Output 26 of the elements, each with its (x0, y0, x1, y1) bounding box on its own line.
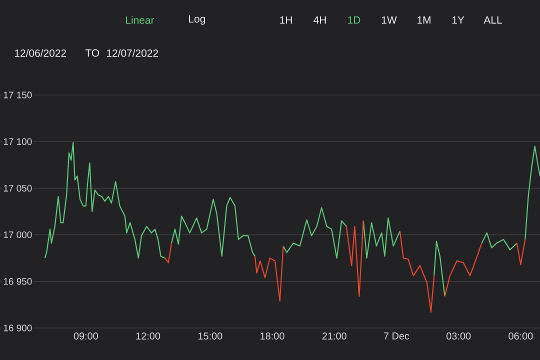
text: 1H (280, 16, 292, 24)
y-tick-label: 17 050 (4, 184, 32, 192)
y-tick-label: 17 100 (4, 138, 32, 145)
x-tick-label: 09:00 (74, 332, 98, 340)
y-tick-label: 17 000 (4, 231, 32, 238)
text: 1W (382, 16, 397, 24)
text: 1Y (452, 16, 464, 24)
text: 1D (348, 16, 360, 24)
text: Linear (126, 16, 154, 24)
x-tick-label: 12:00 (136, 332, 160, 340)
y-tick-label: 16 950 (4, 278, 32, 285)
text: Log (189, 15, 205, 25)
x-tick-label: 15:00 (198, 332, 222, 340)
text: TO (85, 49, 100, 57)
x-tick-label: 03:00 (446, 332, 471, 340)
x-tick-label: 18:00 (260, 332, 284, 340)
text: 1M (418, 16, 430, 24)
y-tick-label: 17 150 (4, 92, 32, 98)
x-tick-label: 06:00 (508, 332, 533, 340)
text: ALL (484, 16, 502, 24)
x-tick-label: 7 Dec (384, 332, 410, 340)
text: 12/06/2022 (14, 49, 66, 57)
y-tick-label: 16 900 (4, 324, 32, 332)
x-tick-label: 21:00 (322, 332, 346, 340)
text: 12/07/2022 (107, 49, 158, 57)
text: 4H (314, 16, 326, 24)
